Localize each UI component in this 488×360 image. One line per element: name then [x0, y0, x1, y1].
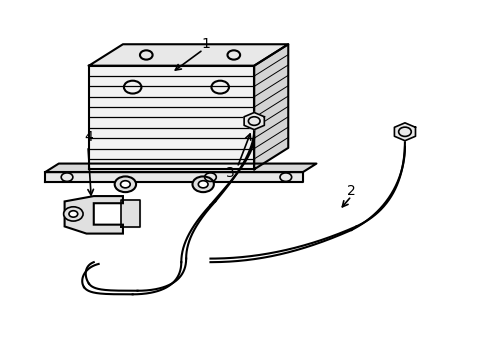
Polygon shape [45, 163, 316, 172]
Text: 3: 3 [225, 166, 234, 180]
Circle shape [69, 211, 78, 217]
Polygon shape [45, 172, 302, 182]
Circle shape [115, 176, 136, 192]
Polygon shape [89, 66, 254, 169]
Polygon shape [254, 44, 287, 169]
Circle shape [198, 181, 207, 188]
Polygon shape [120, 200, 140, 227]
Polygon shape [394, 123, 415, 141]
Polygon shape [64, 196, 122, 234]
Circle shape [120, 181, 130, 188]
Circle shape [192, 176, 213, 192]
Text: 2: 2 [346, 184, 355, 198]
Polygon shape [89, 44, 287, 66]
Text: 4: 4 [84, 130, 93, 144]
Text: 1: 1 [201, 37, 210, 51]
Polygon shape [244, 112, 264, 130]
Circle shape [63, 207, 83, 221]
